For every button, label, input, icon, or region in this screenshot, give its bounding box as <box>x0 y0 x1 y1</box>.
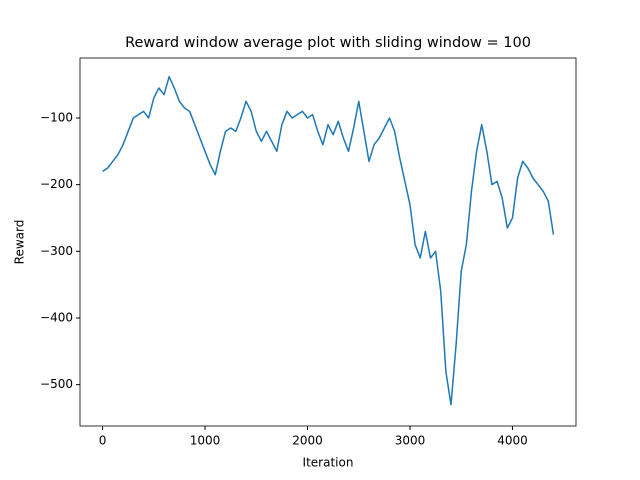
x-tick-label: 3000 <box>395 434 426 448</box>
chart-title: Reward window average plot with sliding … <box>125 35 531 51</box>
y-tick-label: −400 <box>40 311 73 325</box>
y-tick-label: −500 <box>40 377 73 391</box>
y-tick-label: −300 <box>40 244 73 258</box>
plot-frame <box>79 57 577 427</box>
x-axis-label: Iteration <box>303 456 354 470</box>
y-tick-label: −100 <box>40 111 73 125</box>
x-tick-label: 2000 <box>292 434 323 448</box>
y-tick-label: −200 <box>40 177 73 191</box>
x-tick-label: 1000 <box>190 434 221 448</box>
x-tick-label: 4000 <box>497 434 528 448</box>
x-tick-label: 0 <box>99 434 107 448</box>
data-line <box>102 75 555 406</box>
y-axis-label: Reward <box>13 220 27 265</box>
